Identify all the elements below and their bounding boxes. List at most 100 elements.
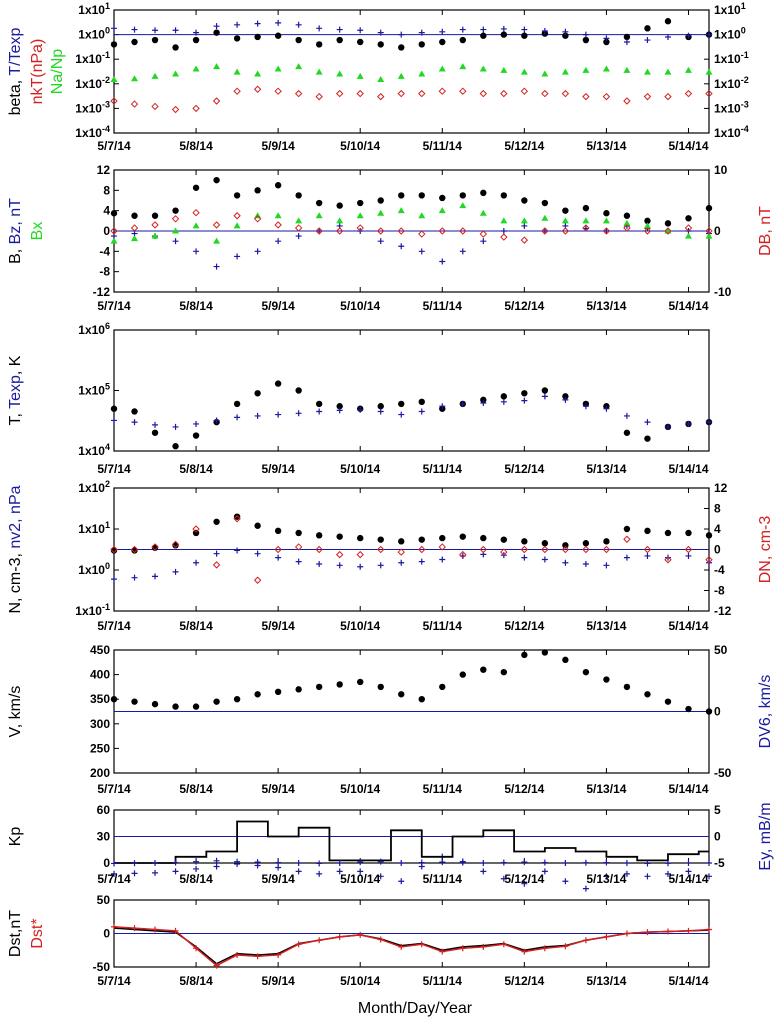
data-point xyxy=(643,545,652,554)
data-point xyxy=(336,202,343,209)
y-tick-label: 4 xyxy=(103,204,110,218)
data-point xyxy=(234,547,241,554)
data-point xyxy=(172,238,179,245)
data-point xyxy=(418,212,426,219)
x-tick-label: 5/8/14 xyxy=(179,139,213,153)
series-t xyxy=(110,380,713,450)
data-point xyxy=(521,390,528,397)
data-point xyxy=(192,222,200,229)
data-point xyxy=(274,32,282,39)
data-point xyxy=(275,951,282,958)
data-point xyxy=(315,212,323,219)
data-point xyxy=(644,435,651,442)
data-point xyxy=(213,23,220,30)
data-point xyxy=(418,941,425,948)
y-tick-label: 250 xyxy=(90,741,110,755)
x-tick-label: 5/14/14 xyxy=(668,872,708,886)
data-point xyxy=(110,227,118,235)
data-point xyxy=(623,554,630,561)
data-point xyxy=(705,708,713,715)
data-point xyxy=(623,39,630,46)
data-point xyxy=(706,31,712,38)
data-point xyxy=(377,873,384,880)
y2-tick-label: 0 xyxy=(714,830,721,844)
data-point xyxy=(295,686,302,693)
data-point xyxy=(172,568,179,575)
data-point xyxy=(357,678,364,686)
y2-tick-label: -12 xyxy=(714,604,732,618)
data-point xyxy=(438,207,446,214)
data-point xyxy=(500,233,508,241)
data-point xyxy=(356,224,364,232)
data-point xyxy=(439,683,446,691)
x-tick-label: 5/9/14 xyxy=(261,974,295,988)
data-point xyxy=(418,89,426,98)
data-point xyxy=(706,926,712,933)
x-tick-label: 5/13/14 xyxy=(586,872,626,886)
data-point xyxy=(623,860,630,866)
y-tick-label: 1x10-4 xyxy=(75,124,110,140)
y-tick-label: 1x10-1 xyxy=(75,50,110,66)
data-point xyxy=(541,868,548,875)
data-point xyxy=(172,27,179,34)
y-tick-label: 60 xyxy=(97,803,111,817)
data-point xyxy=(192,184,200,191)
x-axis-label: Month/Day/Year xyxy=(358,1000,473,1017)
data-point xyxy=(521,26,528,33)
data-point xyxy=(275,411,282,418)
data-point xyxy=(643,68,651,75)
data-point xyxy=(480,400,487,407)
data-point xyxy=(172,423,179,430)
y-tick-label: 1x10-3 xyxy=(75,99,110,115)
y-tick-label: 1x100 xyxy=(78,26,110,42)
series-n xyxy=(110,513,713,554)
data-point xyxy=(397,548,405,556)
data-point xyxy=(664,18,672,25)
data-point xyxy=(111,576,117,583)
series-kp xyxy=(114,820,709,864)
data-point xyxy=(357,406,364,413)
data-point xyxy=(315,227,323,235)
data-point xyxy=(315,199,323,207)
data-point xyxy=(520,87,529,95)
data-point xyxy=(520,236,529,244)
data-point xyxy=(294,224,303,232)
panel-plasma-beta: 5/7/14 5/8/14 5/9/14 5/10/14 5/11/14 5/12/14 5… xyxy=(7,1,749,153)
data-point xyxy=(643,227,652,235)
series-nkt xyxy=(110,85,713,114)
x-tick-label: 5/8/14 xyxy=(179,872,213,886)
data-point xyxy=(582,403,589,410)
data-point xyxy=(582,885,589,892)
data-point xyxy=(233,192,241,199)
data-point xyxy=(623,535,631,543)
data-point xyxy=(438,227,446,235)
data-point xyxy=(664,870,671,877)
y-tick-label: -50 xyxy=(93,960,111,974)
data-point xyxy=(602,65,610,72)
data-point xyxy=(562,396,569,403)
x-tick-label: 5/9/14 xyxy=(261,139,295,153)
x-tick-label: 5/8/14 xyxy=(179,782,213,796)
data-point xyxy=(275,238,282,245)
data-point xyxy=(480,238,487,245)
data-point xyxy=(438,87,446,95)
data-point xyxy=(377,92,385,101)
x-tick-label: 5/13/14 xyxy=(586,974,626,988)
data-point xyxy=(664,698,672,705)
data-point xyxy=(562,32,569,39)
data-point xyxy=(541,387,549,394)
data-point xyxy=(192,65,200,72)
data-point xyxy=(315,532,323,539)
data-point xyxy=(110,405,118,412)
data-point xyxy=(500,393,508,400)
data-point xyxy=(152,869,159,876)
data-point xyxy=(212,97,221,105)
y-axis-label-left-1: beta, T/Texp xyxy=(7,28,24,116)
data-point xyxy=(151,212,159,219)
data-point xyxy=(398,860,405,866)
data-point xyxy=(131,547,138,554)
data-point xyxy=(234,414,241,421)
data-point xyxy=(357,563,364,570)
series-beta xyxy=(110,18,713,51)
data-point xyxy=(295,868,302,875)
